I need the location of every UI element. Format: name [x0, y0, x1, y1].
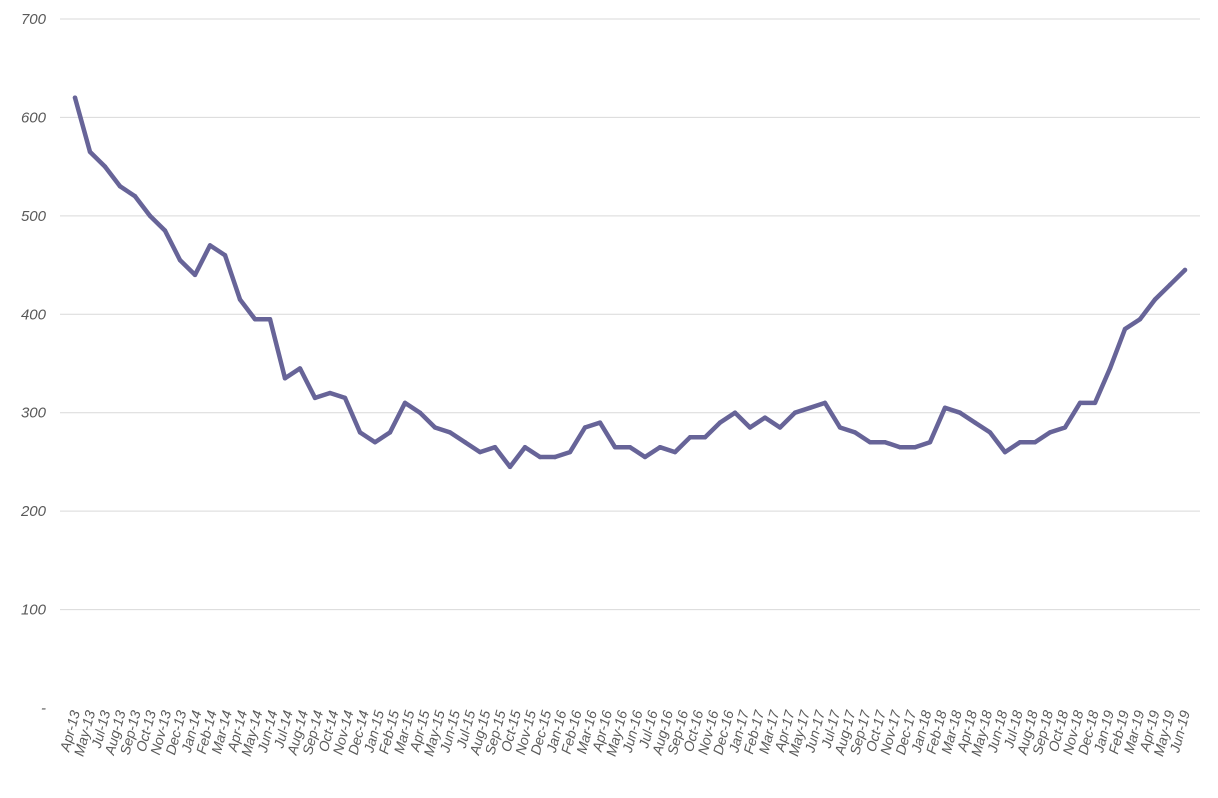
data-point: [222, 253, 228, 258]
data-point: [897, 444, 903, 450]
data-point: [462, 440, 468, 445]
data-point: [1092, 400, 1098, 406]
data-point: [1062, 425, 1068, 430]
data-point: [72, 95, 78, 100]
data-point: [672, 449, 678, 455]
data-point: [582, 425, 588, 430]
data-point: [372, 440, 378, 445]
data-point: [732, 410, 738, 415]
data-point: [597, 420, 603, 425]
data-point: [1017, 440, 1023, 445]
data-point: [1032, 440, 1038, 445]
data-point: [417, 410, 423, 415]
data-point: [192, 272, 198, 278]
data-point: [747, 425, 753, 430]
data-point: [1137, 317, 1143, 322]
y-axis-ticks: - 100 200 300 400 500 600 700: [20, 11, 47, 717]
data-point: [912, 444, 918, 450]
data-point: [1077, 400, 1083, 406]
data-point: [477, 449, 483, 455]
data-point: [147, 213, 153, 219]
y-tick-label: 600: [21, 109, 47, 126]
data-point: [1122, 326, 1128, 332]
data-point: [807, 405, 813, 410]
y-tick-label: 400: [21, 306, 47, 323]
data-point: [357, 430, 363, 435]
data-point: [327, 390, 333, 396]
data-point: [987, 430, 993, 435]
data-point: [162, 228, 168, 233]
y-tick-label: 700: [21, 11, 47, 28]
data-point: [942, 405, 948, 410]
data-point: [1107, 366, 1113, 371]
data-point: [132, 193, 138, 199]
data-point: [282, 376, 288, 381]
y-tick-label: 100: [21, 602, 47, 619]
data-point: [972, 420, 978, 425]
data-point: [87, 149, 93, 155]
data-point: [882, 440, 888, 445]
gridlines: [60, 18, 1200, 611]
data-point: [777, 425, 783, 430]
x-axis-ticks: Apr-13May-13Jul-13Aug-13Sep-13Oct-13Nov-…: [56, 707, 1193, 757]
y-tick-label: 200: [20, 503, 47, 520]
data-point: [612, 444, 618, 450]
data-point: [492, 444, 498, 450]
data-point: [522, 444, 528, 450]
data-point: [1182, 267, 1188, 273]
y-tick-label: -: [41, 700, 46, 717]
data-point: [207, 243, 213, 248]
data-point: [447, 430, 453, 435]
data-point: [627, 444, 633, 450]
data-point: [567, 449, 573, 455]
data-point: [1002, 449, 1008, 455]
data-point: [1152, 297, 1158, 302]
data-point: [552, 454, 558, 460]
data-point: [177, 257, 183, 263]
data-point: [957, 410, 963, 415]
data-point: [657, 444, 663, 450]
data-point: [342, 395, 348, 401]
data-point: [312, 395, 318, 401]
data-point: [297, 366, 303, 371]
data-point: [1047, 430, 1053, 435]
data-point: [702, 435, 708, 440]
data-point: [927, 440, 933, 445]
series-layer: [72, 95, 1188, 470]
data-point: [237, 297, 243, 302]
data-point: [507, 464, 513, 470]
data-point: [432, 425, 438, 430]
data-point: [717, 420, 723, 425]
data-point: [252, 317, 258, 322]
data-point: [792, 410, 798, 415]
data-point: [867, 440, 873, 445]
data-point: [402, 400, 408, 406]
data-point: [852, 430, 858, 435]
data-point: [537, 454, 543, 460]
data-point: [687, 435, 693, 440]
data-point: [102, 164, 108, 169]
data-point: [762, 415, 768, 420]
data-point: [822, 400, 828, 406]
y-tick-label: 500: [21, 208, 47, 225]
data-point: [117, 184, 123, 189]
data-point: [642, 454, 648, 460]
data-point: [1167, 282, 1173, 287]
y-tick-label: 300: [21, 405, 47, 422]
data-point: [387, 430, 393, 435]
data-point: [837, 425, 843, 430]
series-line: [72, 95, 1188, 470]
data-point: [267, 317, 273, 322]
